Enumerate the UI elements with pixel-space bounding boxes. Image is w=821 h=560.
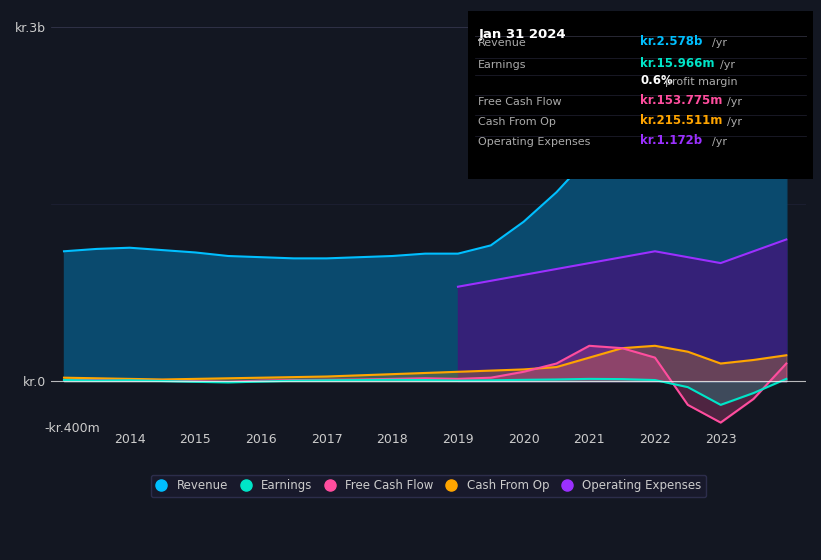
Text: kr.15.966m: kr.15.966m <box>640 57 715 70</box>
Text: /yr: /yr <box>712 38 727 48</box>
Text: profit margin: profit margin <box>664 77 737 87</box>
Text: /yr: /yr <box>727 97 742 107</box>
Text: kr.153.775m: kr.153.775m <box>640 94 722 107</box>
Text: -kr.400m: -kr.400m <box>44 422 100 435</box>
Text: kr.215.511m: kr.215.511m <box>640 114 722 127</box>
Text: Earnings: Earnings <box>479 60 527 70</box>
Legend: Revenue, Earnings, Free Cash Flow, Cash From Op, Operating Expenses: Revenue, Earnings, Free Cash Flow, Cash … <box>150 474 706 497</box>
Text: Free Cash Flow: Free Cash Flow <box>479 97 562 107</box>
Text: 0.6%: 0.6% <box>640 74 673 87</box>
Text: Jan 31 2024: Jan 31 2024 <box>479 28 566 41</box>
Text: /yr: /yr <box>720 60 735 70</box>
Text: kr.2.578b: kr.2.578b <box>640 35 703 48</box>
Text: Revenue: Revenue <box>479 38 527 48</box>
Text: Cash From Op: Cash From Op <box>479 117 556 127</box>
Text: Operating Expenses: Operating Expenses <box>479 137 590 147</box>
Text: /yr: /yr <box>712 137 727 147</box>
Text: kr.1.172b: kr.1.172b <box>640 134 703 147</box>
Text: /yr: /yr <box>727 117 742 127</box>
